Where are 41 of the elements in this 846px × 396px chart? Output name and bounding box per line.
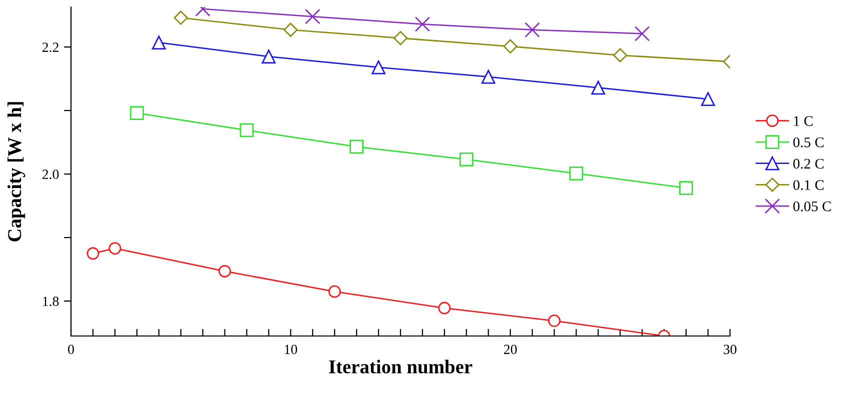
point — [350, 140, 364, 154]
point — [634, 26, 650, 42]
point — [218, 264, 232, 278]
point — [613, 48, 628, 62]
point — [503, 39, 518, 54]
point — [284, 22, 298, 37]
point — [108, 242, 122, 255]
point — [481, 70, 496, 84]
point — [438, 302, 451, 314]
point — [130, 106, 144, 120]
legend-label: 1 C — [794, 116, 813, 126]
point — [152, 36, 166, 50]
x-tick-label: 20 — [504, 344, 517, 354]
legend-label: 0.5 C — [793, 137, 824, 148]
x-axis-title: Iteration number — [329, 360, 472, 374]
point — [548, 314, 561, 328]
y-axis-title: Capacity [W x h] — [7, 102, 26, 242]
legend-label: 0.1 C — [793, 180, 824, 190]
point — [524, 22, 540, 38]
x-tick-label: 0 — [68, 344, 74, 354]
point — [262, 50, 276, 64]
point — [569, 166, 584, 180]
point — [459, 152, 474, 166]
point — [372, 60, 386, 74]
x-tick-label: 10 — [284, 344, 298, 354]
point — [679, 181, 694, 195]
point — [86, 247, 100, 260]
legend-label: 0.05 C — [793, 201, 831, 212]
point — [304, 8, 320, 24]
point — [393, 31, 408, 46]
point — [174, 10, 188, 25]
x-tick-label: 30 — [724, 344, 736, 354]
legend-label: 0.2 C — [793, 158, 824, 169]
point — [414, 16, 430, 32]
point — [701, 92, 715, 106]
point — [240, 123, 254, 138]
y-tick-label: 1.8 — [43, 296, 59, 306]
point — [591, 80, 606, 95]
y-tick-label: 2.2 — [42, 42, 58, 52]
point — [328, 285, 341, 298]
y-tick-label: 2.0 — [42, 170, 59, 180]
